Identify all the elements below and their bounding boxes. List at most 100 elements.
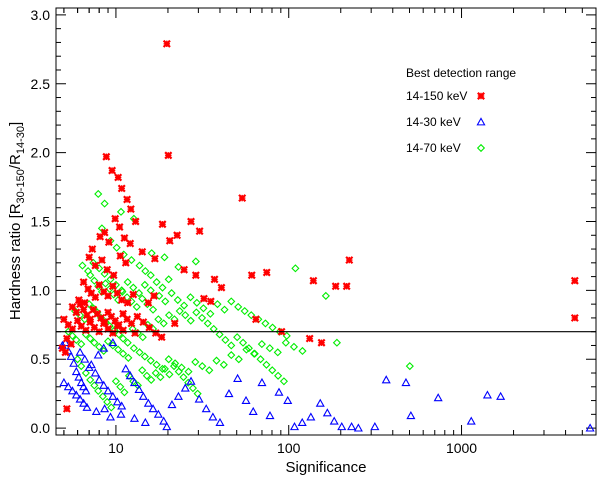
data-point xyxy=(180,383,190,392)
y-tick-label: 0.5 xyxy=(31,351,51,367)
y-axis-label-sub2: 14-30 xyxy=(15,126,27,154)
data-point xyxy=(144,298,153,307)
data-point xyxy=(123,298,132,307)
data-point xyxy=(186,316,195,325)
data-point xyxy=(67,340,76,349)
data-point xyxy=(134,289,144,298)
data-point xyxy=(199,304,208,313)
data-point xyxy=(101,279,110,288)
data-point xyxy=(244,344,253,353)
data-point xyxy=(82,402,92,411)
data-point xyxy=(109,271,118,280)
data-point xyxy=(247,271,256,280)
data-point xyxy=(466,416,476,425)
data-point xyxy=(120,388,129,397)
data-point xyxy=(116,382,125,391)
data-point xyxy=(238,194,247,203)
data-point xyxy=(147,375,156,384)
data-point xyxy=(306,412,316,421)
data-point xyxy=(117,401,127,410)
data-point xyxy=(121,258,130,267)
data-point xyxy=(309,276,318,285)
data-point xyxy=(142,371,151,380)
data-point xyxy=(205,366,214,375)
data-point xyxy=(129,290,138,299)
data-point xyxy=(156,373,165,382)
data-point xyxy=(322,408,332,417)
data-point xyxy=(111,214,120,223)
data-point xyxy=(184,378,193,387)
data-point xyxy=(129,283,138,292)
data-point xyxy=(262,360,271,369)
data-point xyxy=(100,199,109,208)
data-point xyxy=(289,342,299,351)
data-point xyxy=(206,297,215,306)
data-points xyxy=(57,39,595,432)
data-point xyxy=(233,333,242,342)
data-point xyxy=(164,151,173,160)
data-point xyxy=(162,39,171,48)
data-point xyxy=(219,360,228,369)
data-point xyxy=(124,353,133,362)
data-point xyxy=(113,289,122,298)
data-point xyxy=(155,291,164,300)
data-point xyxy=(251,315,260,324)
data-point xyxy=(79,382,89,391)
data-point xyxy=(97,256,106,265)
data-point xyxy=(115,223,124,231)
data-point xyxy=(174,367,183,376)
data-point xyxy=(135,261,144,270)
data-point xyxy=(67,386,77,395)
data-point xyxy=(212,356,221,365)
data-point xyxy=(152,278,161,287)
data-point xyxy=(353,423,363,432)
data-point xyxy=(100,228,109,237)
data-point xyxy=(129,413,139,422)
y-axis-label-end: ] xyxy=(7,122,24,126)
data-point xyxy=(138,294,147,303)
data-point xyxy=(73,355,82,364)
data-point xyxy=(71,366,81,376)
data-point xyxy=(317,338,326,347)
data-point xyxy=(381,375,391,384)
data-point xyxy=(86,334,95,343)
data-point xyxy=(160,253,169,262)
data-point xyxy=(238,338,248,347)
data-point xyxy=(95,342,104,351)
data-point xyxy=(171,359,180,368)
y-tick-label: 1.0 xyxy=(31,282,51,298)
data-point xyxy=(289,422,300,431)
data-point xyxy=(112,243,121,252)
legend: Best detection range 14-150 keV 14-30 keV… xyxy=(406,66,516,155)
data-point xyxy=(61,348,70,357)
data-point xyxy=(152,360,161,369)
data-point xyxy=(158,283,167,292)
data-point xyxy=(159,319,168,328)
data-point xyxy=(133,312,142,321)
data-point xyxy=(217,283,226,292)
series-14-150-keV xyxy=(58,39,579,413)
data-point xyxy=(215,417,225,427)
data-point xyxy=(370,422,380,431)
data-point xyxy=(131,217,140,226)
data-point xyxy=(221,335,230,345)
data-point xyxy=(108,166,117,175)
plot-frame xyxy=(55,7,597,436)
data-point xyxy=(315,398,325,407)
data-point xyxy=(129,377,139,387)
data-point xyxy=(146,286,155,295)
data-point xyxy=(123,278,132,287)
data-point xyxy=(108,282,117,291)
data-point xyxy=(91,406,101,416)
data-point xyxy=(114,173,123,182)
legend-label: 14-30 keV xyxy=(406,115,461,129)
data-point xyxy=(79,305,88,314)
data-point xyxy=(347,422,357,431)
data-point xyxy=(227,351,236,360)
data-point xyxy=(75,394,85,403)
data-point xyxy=(90,368,100,377)
legend-item: 14-150 keV xyxy=(406,89,485,103)
data-point xyxy=(262,268,271,277)
data-point xyxy=(154,315,163,324)
legend-marker xyxy=(476,143,486,153)
